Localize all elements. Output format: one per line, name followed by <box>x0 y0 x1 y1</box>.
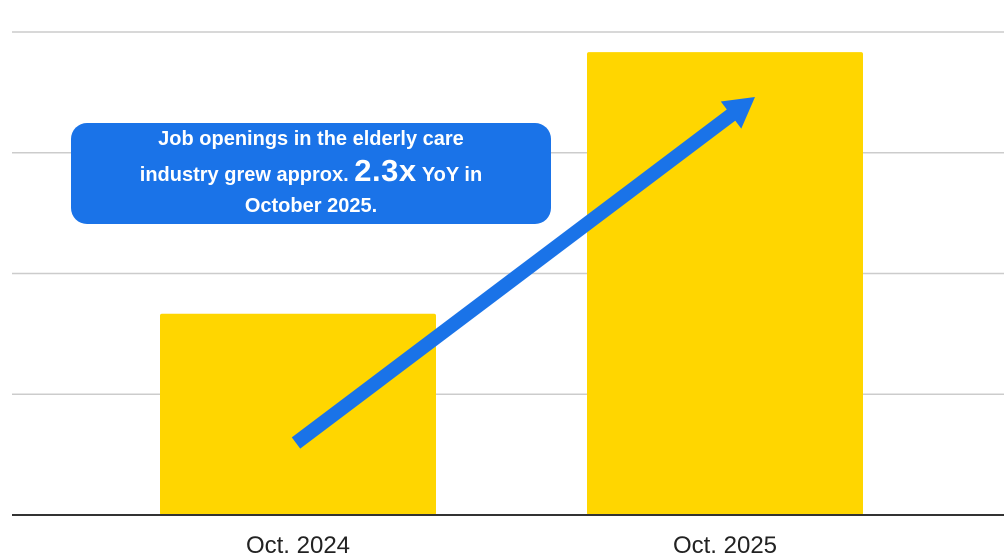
bar-1 <box>160 313 436 515</box>
callout-line-2: industry grew approx. 2.3x YoY in <box>140 155 482 191</box>
callout-text-3: October 2025. <box>244 194 378 217</box>
callout-text-2b: YoY in <box>421 163 483 186</box>
callout-text-2a: industry grew approx. <box>139 163 349 186</box>
category-label: Oct. 2025 <box>673 532 777 559</box>
callout-text-1: Job openings in the elderly care <box>158 127 464 150</box>
growth-callout: Job openings in the elderly care industr… <box>71 123 551 224</box>
callout-line-3: October 2025. <box>245 191 377 222</box>
category-label: Oct. 2024 <box>246 532 350 559</box>
callout-line-1: Job openings in the elderly care <box>158 124 464 155</box>
category-labels: Oct. 2024 Oct. 2025 <box>246 532 777 559</box>
trend-arrow-icon <box>291 97 755 449</box>
growth-multiplier: 2.3x <box>354 152 417 188</box>
trend-arrow-shaft <box>291 108 737 449</box>
trend-arrow-head <box>720 97 755 129</box>
